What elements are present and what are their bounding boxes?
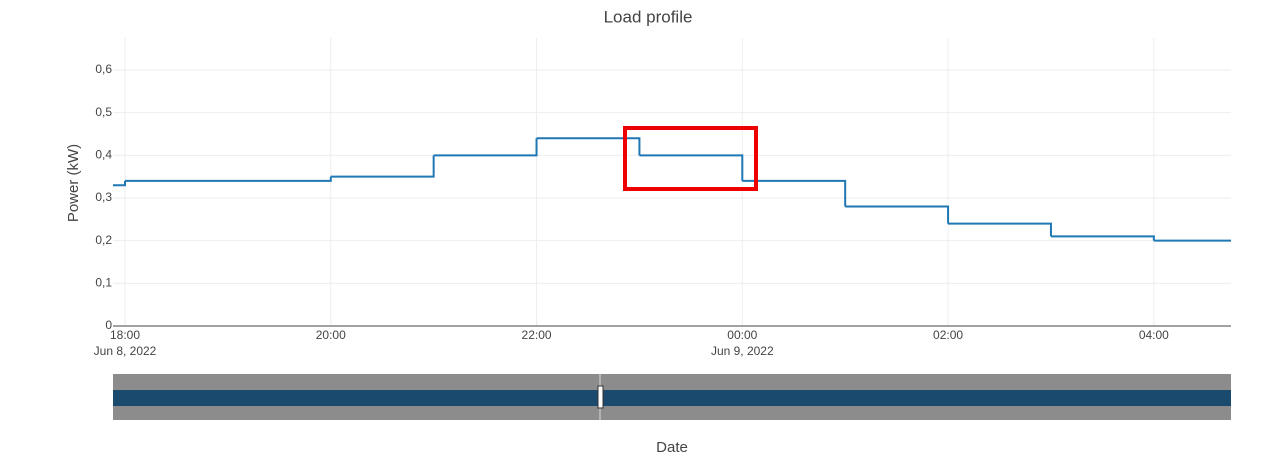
chart-title: Load profile [604, 7, 693, 26]
y-tick-label: 0,6 [95, 62, 112, 76]
x-tick-label: 04:00 [1139, 328, 1169, 342]
slider-handle[interactable] [597, 385, 604, 409]
step-segment [125, 176, 332, 182]
step-segment [1050, 235, 1155, 241]
highlight-box [623, 126, 758, 191]
x-tick-label: 00:00 [727, 328, 757, 342]
x-tick-label: 20:00 [316, 328, 346, 342]
step-segment [113, 180, 127, 187]
x-date-label: Jun 8, 2022 [94, 344, 157, 358]
y-tick-label: 0 [105, 318, 112, 332]
step-segment [639, 154, 744, 181]
slider-preview [113, 390, 1231, 406]
step-segment [433, 138, 538, 157]
y-tick-label: 0,3 [95, 190, 112, 204]
y-tick-label: 0,4 [95, 148, 112, 162]
y-axis-title: Power (kW) [65, 144, 82, 222]
x-tick-label: 18:00 [110, 328, 140, 342]
step-segment [330, 155, 435, 178]
step-segment [948, 222, 1052, 237]
step-segment [845, 205, 950, 224]
range-slider [113, 374, 1231, 420]
x-date-label: Jun 9, 2022 [711, 344, 774, 358]
x-axis-title: Date [656, 439, 688, 456]
y-tick-label: 0,2 [95, 233, 112, 247]
plot-area [113, 137, 1231, 242]
step-segment [536, 137, 641, 156]
y-tick-label: 0,5 [95, 105, 112, 119]
x-tick-label: 02:00 [933, 328, 963, 342]
step-segment [742, 179, 847, 207]
x-tick-label: 22:00 [522, 328, 552, 342]
grid [113, 38, 1231, 327]
y-tick-label: 0,1 [95, 276, 112, 290]
